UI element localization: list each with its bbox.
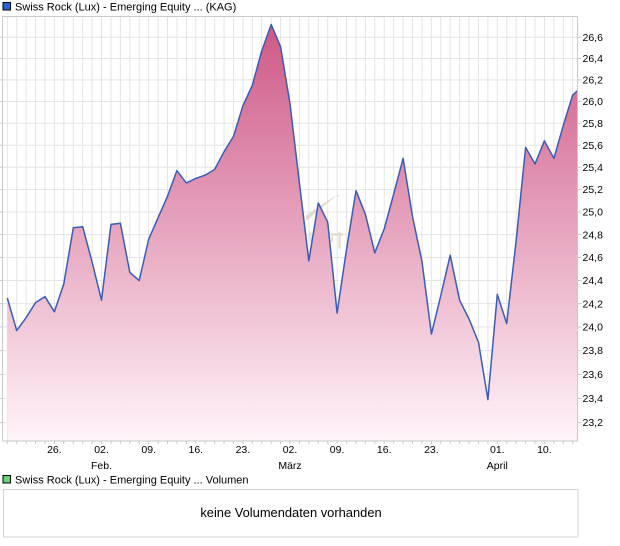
svg-text:26.: 26. bbox=[47, 444, 62, 456]
svg-text:24,0: 24,0 bbox=[583, 322, 604, 334]
svg-text:Swiss Rock (Lux) - Emerging Eq: Swiss Rock (Lux) - Emerging Equity ... V… bbox=[15, 475, 249, 487]
svg-text:26,2: 26,2 bbox=[583, 75, 604, 87]
svg-text:26,4: 26,4 bbox=[583, 53, 604, 65]
svg-text:25,8: 25,8 bbox=[583, 118, 604, 130]
svg-text:25,0: 25,0 bbox=[583, 207, 604, 219]
svg-text:02.: 02. bbox=[94, 444, 109, 456]
svg-text:24,8: 24,8 bbox=[583, 229, 604, 241]
svg-text:23,4: 23,4 bbox=[583, 393, 604, 405]
svg-text:23.: 23. bbox=[236, 444, 251, 456]
svg-text:24,2: 24,2 bbox=[583, 298, 604, 310]
svg-text:02.: 02. bbox=[283, 444, 298, 456]
svg-text:26,6: 26,6 bbox=[583, 32, 604, 44]
svg-text:23,6: 23,6 bbox=[583, 369, 604, 381]
svg-text:Swiss Rock (Lux) - Emerging Eq: Swiss Rock (Lux) - Emerging Equity ... (… bbox=[15, 2, 236, 14]
svg-text:Feb.: Feb. bbox=[91, 460, 112, 472]
svg-text:25,2: 25,2 bbox=[583, 184, 604, 196]
svg-text:März: März bbox=[278, 460, 301, 472]
svg-text:10.: 10. bbox=[537, 444, 552, 456]
svg-text:24,6: 24,6 bbox=[583, 252, 604, 264]
svg-text:01.: 01. bbox=[490, 444, 505, 456]
svg-text:26,0: 26,0 bbox=[583, 96, 604, 108]
svg-text:16.: 16. bbox=[377, 444, 392, 456]
svg-text:23,8: 23,8 bbox=[583, 345, 604, 357]
svg-text:25,6: 25,6 bbox=[583, 140, 604, 152]
svg-text:16.: 16. bbox=[188, 444, 203, 456]
svg-text:April: April bbox=[487, 460, 508, 472]
svg-text:23.: 23. bbox=[424, 444, 439, 456]
svg-text:09.: 09. bbox=[141, 444, 156, 456]
svg-text:09.: 09. bbox=[330, 444, 345, 456]
svg-text:23,2: 23,2 bbox=[583, 417, 604, 429]
svg-text:25,4: 25,4 bbox=[583, 162, 604, 174]
svg-text:keine Volumendaten vorhanden: keine Volumendaten vorhanden bbox=[200, 505, 381, 520]
svg-text:24,4: 24,4 bbox=[583, 275, 604, 287]
